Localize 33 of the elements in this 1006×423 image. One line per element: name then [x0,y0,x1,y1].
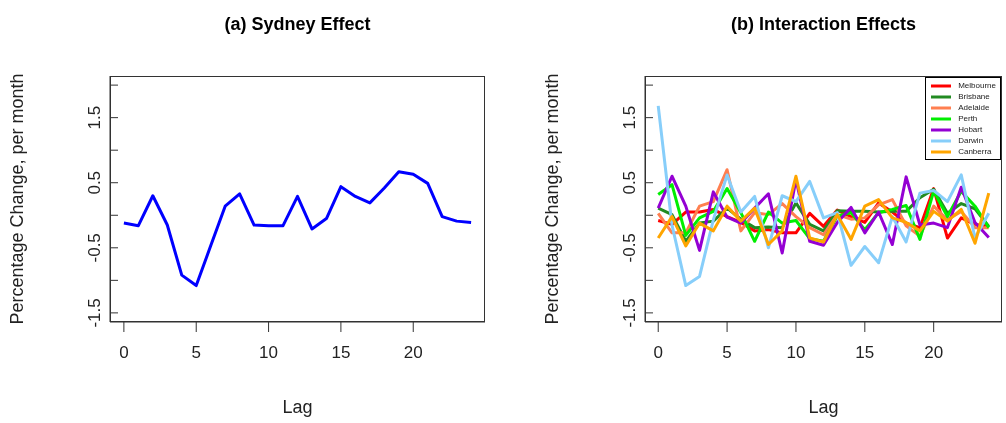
legend-label: Brisbane [958,91,990,102]
x-tick-label: 15 [331,343,351,363]
x-tick-label: 10 [259,343,279,363]
line-series [656,104,991,288]
chart-title: (a) Sydney Effect [223,14,372,35]
x-tick-label: 20 [924,343,944,363]
y-tick-label: 0.5 [85,170,104,195]
x-axis-title: Lag [808,397,839,417]
line-series [122,170,473,288]
legend-label: Melbourne [958,80,996,91]
x-tick-label: 0 [119,343,129,363]
x-axis-title: Lag [282,397,313,417]
y-axis-title: Percentage Change, per month [7,73,28,325]
x-tick-label: 20 [403,343,423,363]
y-tick-label: 1.5 [85,105,104,130]
x-tick-label: 0 [653,343,663,363]
chart-title: (b) Interaction Effects [730,14,917,35]
y-axis-title: Percentage Change, per month [542,73,563,325]
x-tick-label: 5 [722,343,732,363]
legend-label: Darwin [958,135,984,146]
legend-label: Hobart [958,124,983,135]
legend-label: Perth [958,113,978,124]
y-tick-label: 1.5 [620,105,639,130]
x-tick-label: 15 [855,343,875,363]
y-tick-label: 0.5 [620,170,639,195]
y-tick-label: -0.5 [620,233,639,263]
legend-label: Canberra [958,146,992,157]
y-tick-label: -0.5 [85,233,104,263]
x-tick-label: 5 [191,343,201,363]
y-tick-label: -1.5 [620,298,639,328]
x-tick-label: 10 [786,343,806,363]
y-tick-label: -1.5 [85,298,104,328]
legend-label: Adelaide [958,102,990,113]
